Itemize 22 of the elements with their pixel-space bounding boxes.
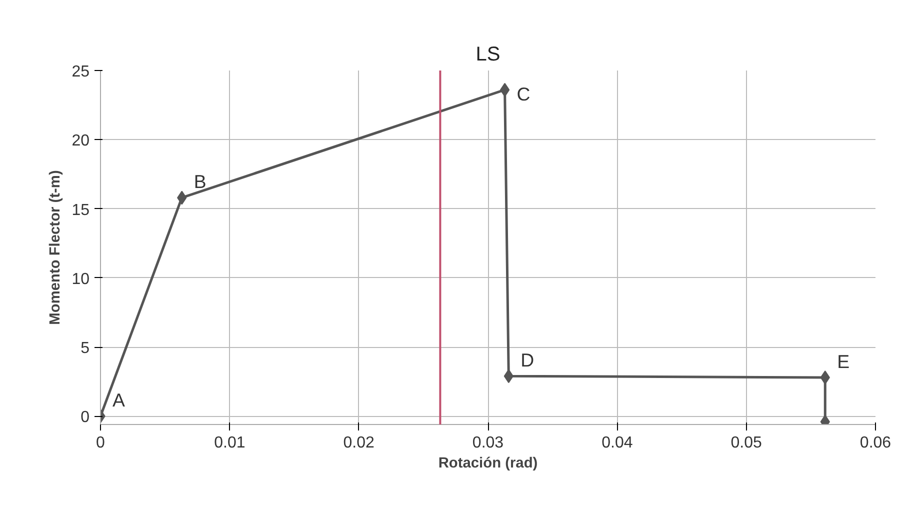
y-tick-label: 0 bbox=[80, 409, 90, 426]
annotation: E bbox=[837, 350, 850, 372]
x-tick-label: 0.01 bbox=[214, 434, 246, 452]
x-axis-title: Rotación (rad) bbox=[438, 456, 538, 472]
x-tick-label: 0.02 bbox=[343, 434, 375, 452]
x-tick-label: 0.04 bbox=[602, 434, 633, 452]
y-axis-title: Momento Flector (t-m) bbox=[48, 170, 64, 325]
y-tick-label: 5 bbox=[80, 340, 90, 358]
y-tick-label: 15 bbox=[72, 202, 90, 219]
chart-title: LS bbox=[476, 44, 500, 66]
point bbox=[500, 82, 510, 97]
x-tick-label: 0.03 bbox=[472, 434, 504, 452]
x-tick-label: 0.06 bbox=[860, 434, 892, 452]
x-tick-label: 0.05 bbox=[730, 434, 762, 452]
annotation: D bbox=[520, 350, 534, 371]
y-tick-label: 10 bbox=[72, 270, 90, 288]
annotation: A bbox=[112, 390, 126, 411]
annotation: B bbox=[194, 171, 206, 192]
x-tick-label: 0 bbox=[96, 434, 106, 452]
y-tick-label: 25 bbox=[72, 64, 90, 80]
y-tick-label: 20 bbox=[72, 132, 90, 150]
annotation: C bbox=[516, 83, 530, 104]
